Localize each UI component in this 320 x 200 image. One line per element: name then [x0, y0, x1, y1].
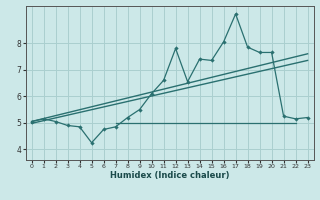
- X-axis label: Humidex (Indice chaleur): Humidex (Indice chaleur): [110, 171, 229, 180]
